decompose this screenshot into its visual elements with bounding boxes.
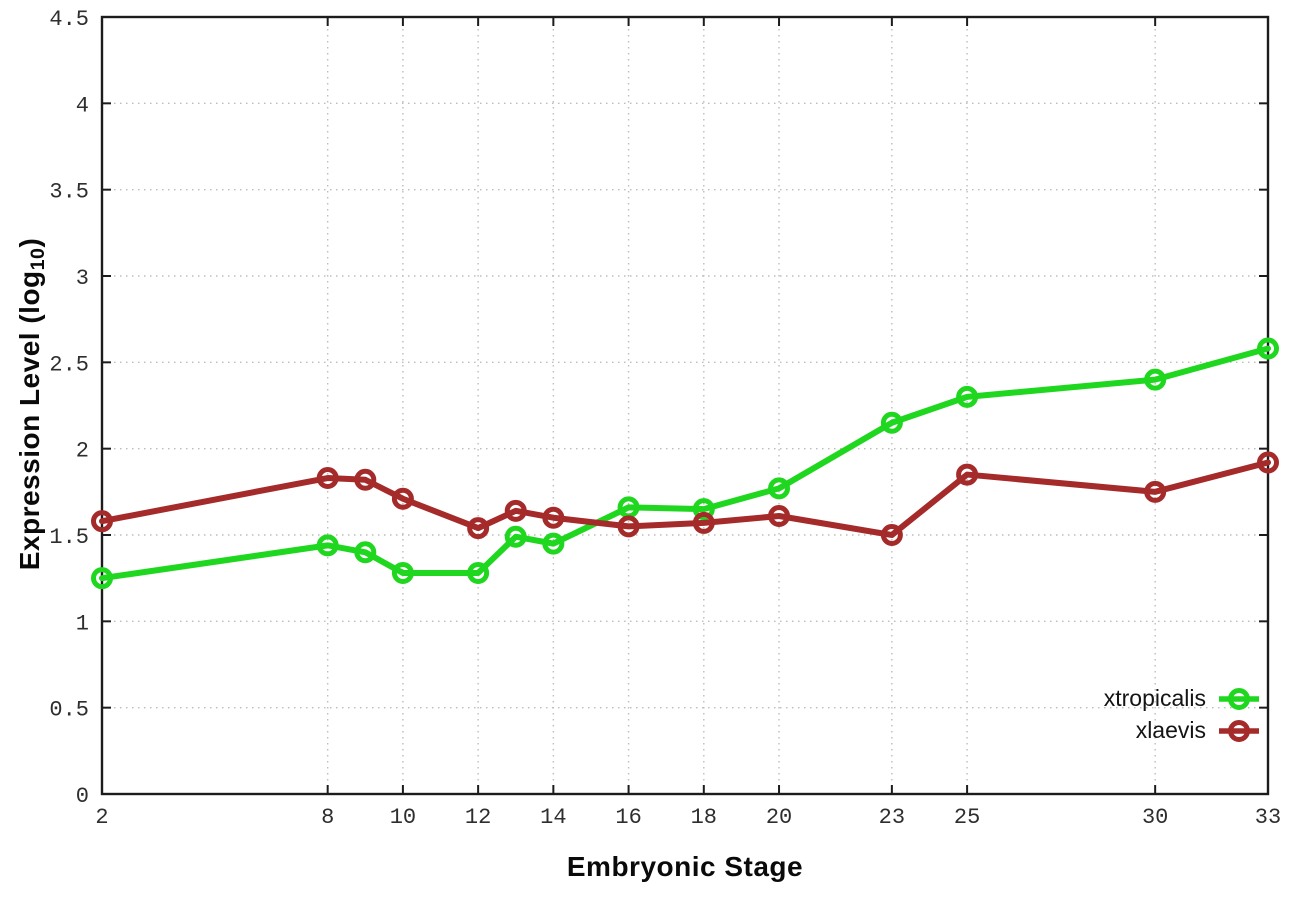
gridlines [102, 17, 1268, 794]
y-axis-label-text: Expression Level (log [14, 270, 45, 571]
data-point-marker [1144, 480, 1167, 503]
data-point-marker [316, 467, 339, 490]
data-point-marker [880, 524, 903, 546]
data-point-marker [956, 385, 979, 408]
legend-marker-icon [1219, 719, 1259, 742]
legend-marker-icon [1219, 687, 1259, 710]
y-tick-label: 1.5 [49, 525, 89, 550]
data-point-marker [354, 468, 377, 491]
y-axis-label-close: ) [14, 237, 45, 248]
data-point-marker [316, 534, 339, 557]
series-line [99, 345, 1271, 582]
data-point-marker [768, 505, 791, 528]
x-axis-label: Embryonic Stage [566, 851, 804, 882]
data-point-marker [692, 498, 715, 521]
y-tick-label: 0.5 [49, 698, 89, 723]
y-tick-label: 4.5 [49, 7, 89, 32]
x-tick-label: 20 [766, 805, 792, 830]
data-point-marker [504, 525, 527, 548]
x-tick-label: 8 [321, 805, 334, 830]
plot-frame [100, 15, 1270, 796]
data-point-marker [692, 511, 715, 534]
series-xlaevis [91, 451, 1279, 546]
x-tick-label: 12 [465, 805, 491, 830]
y-tick-label: 1 [76, 611, 89, 636]
data-point-marker [504, 499, 527, 522]
legend-label: xlaevis [1135, 717, 1206, 743]
y-tick-label: 4 [76, 93, 89, 118]
y-tick-label: 2 [76, 439, 89, 464]
data-point-marker [467, 561, 490, 584]
data-point-marker [768, 477, 791, 500]
data-point-marker [880, 411, 903, 434]
data-point-marker [617, 515, 640, 538]
legend-item-xtropicalis: xtropicalis [1104, 684, 1260, 713]
tick-marks [101, 16, 1269, 795]
data-point-marker [542, 506, 565, 529]
data-point-marker [1144, 368, 1167, 391]
y-axis-label: Expression Level (log10) [14, 237, 50, 571]
data-point-marker [391, 561, 414, 584]
x-tick-label: 30 [1142, 805, 1168, 830]
data-point-marker [1257, 337, 1279, 360]
legend-item-xlaevis: xlaevis [1104, 716, 1260, 745]
data-point-marker [1257, 451, 1279, 474]
y-tick-label: 3.5 [49, 180, 89, 205]
x-tick-label: 10 [390, 805, 416, 830]
x-tick-label: 16 [615, 805, 641, 830]
data-point-marker [467, 517, 490, 540]
x-tick-label: 14 [540, 805, 566, 830]
data-point-marker [354, 541, 377, 564]
y-tick-label: 2.5 [49, 352, 89, 377]
y-tick-label: 0 [76, 784, 89, 809]
y-tick-label: 3 [76, 266, 89, 291]
data-point-marker [91, 567, 113, 590]
legend-label: xtropicalis [1103, 685, 1206, 711]
legend: xtropicalis xlaevis [1104, 684, 1260, 745]
series-xtropicalis [91, 337, 1279, 590]
data-point-marker [391, 487, 414, 510]
tick-labels: 2 8 10 12 14 16 18 20 23 25 30 33 0 0.5 1 1.5 2 2.5 3 3.5 4 4… [49, 7, 1281, 830]
x-tick-label: 2 [95, 805, 108, 830]
x-tick-label: 23 [879, 805, 905, 830]
data-point-marker [956, 463, 979, 486]
x-tick-label: 18 [691, 805, 717, 830]
x-tick-label: 25 [954, 805, 980, 830]
data-point-marker [542, 532, 565, 555]
data-point-marker [91, 510, 113, 533]
y-axis-label-subscript: 10 [27, 247, 50, 271]
series-line [99, 459, 1271, 538]
x-tick-label: 33 [1255, 805, 1281, 830]
